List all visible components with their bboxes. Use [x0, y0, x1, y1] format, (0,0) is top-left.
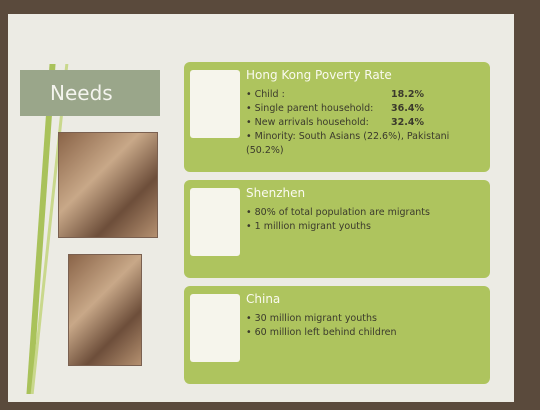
- bullet-list: Child : 18.2% Single parent household: 36.4…: [246, 88, 486, 158]
- item-label: Minority: South Asians (22.6%), Pakistan…: [246, 131, 449, 156]
- bullet-item: 80% of total population are migrants: [246, 206, 486, 220]
- photo: [68, 254, 142, 366]
- item-label: New arrivals household:: [255, 117, 369, 128]
- bullet-item: 1 million migrant youths: [246, 220, 486, 234]
- bullet-item: Minority: South Asians (22.6%), Pakistan…: [246, 130, 486, 158]
- bullet-item: New arrivals household: 32.4%: [246, 116, 486, 130]
- map-thumbnail: [190, 70, 240, 138]
- photo-frame: Needs Hong Kong Poverty Rate Child : 18.2%…: [0, 0, 540, 410]
- bullet-list: 80% of total population are migrants 1 mi…: [246, 206, 486, 234]
- section-box: Shenzhen 80% of total population are migr…: [184, 180, 490, 278]
- bullet-item: Single parent household: 36.4%: [246, 102, 486, 116]
- section-heading: China: [246, 292, 280, 306]
- item-label: Child :: [255, 89, 285, 100]
- bullet-item: 30 million migrant youths: [246, 312, 486, 326]
- item-label: 80% of total population are migrants: [255, 207, 430, 218]
- item-value: 36.4%: [391, 102, 424, 116]
- item-label: 30 million migrant youths: [255, 313, 377, 324]
- slide-title: Needs: [20, 70, 160, 116]
- item-value: 18.2%: [391, 88, 424, 102]
- item-label: Single parent household:: [255, 103, 374, 114]
- item-label: 1 million migrant youths: [255, 221, 371, 232]
- map-thumbnail: [190, 294, 240, 362]
- bullet-item: 60 million left behind children: [246, 326, 486, 340]
- slide: Needs Hong Kong Poverty Rate Child : 18.2%…: [8, 14, 514, 402]
- photo: [58, 132, 158, 238]
- map-thumbnail: [190, 188, 240, 256]
- section-heading: Shenzhen: [246, 186, 305, 200]
- section-heading: Hong Kong Poverty Rate: [246, 68, 392, 82]
- item-value: 32.4%: [391, 116, 424, 130]
- bullet-item: Child : 18.2%: [246, 88, 486, 102]
- section-box: China 30 million migrant youths 60 million…: [184, 286, 490, 384]
- bullet-list: 30 million migrant youths 60 million left…: [246, 312, 486, 340]
- item-label: 60 million left behind children: [255, 327, 397, 338]
- section-box: Hong Kong Poverty RateChild :18.2%Single…: [184, 62, 490, 172]
